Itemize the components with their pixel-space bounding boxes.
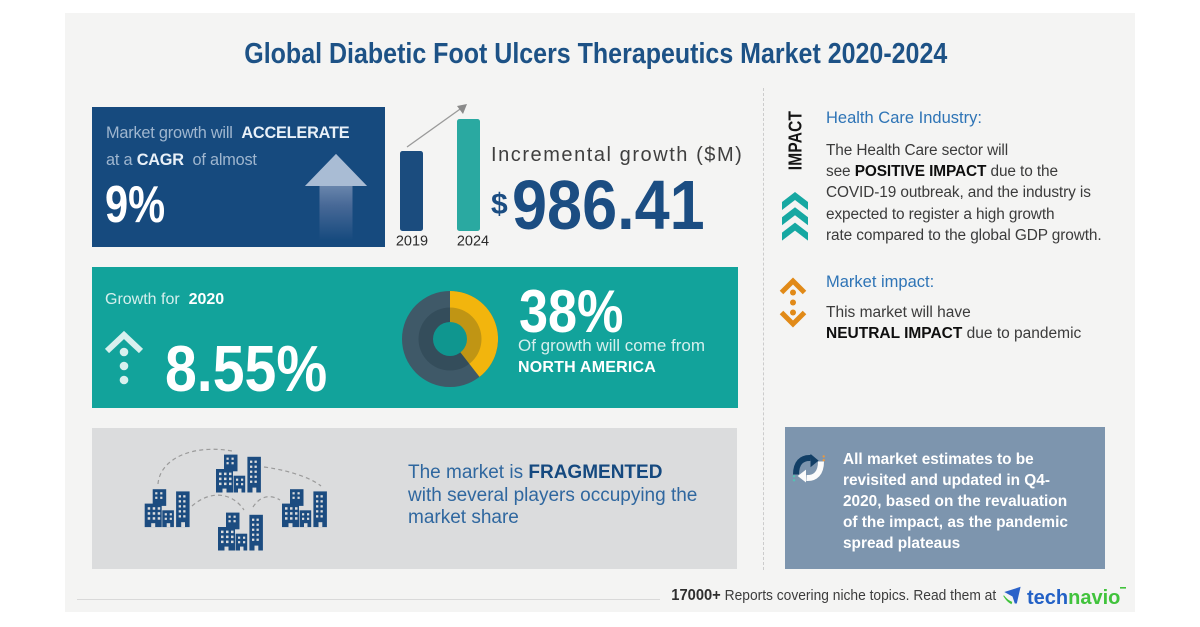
svg-text:technavio: technavio xyxy=(1027,587,1120,609)
svg-text:2019: 2019 xyxy=(396,234,428,250)
svg-text:2024: 2024 xyxy=(457,234,489,250)
